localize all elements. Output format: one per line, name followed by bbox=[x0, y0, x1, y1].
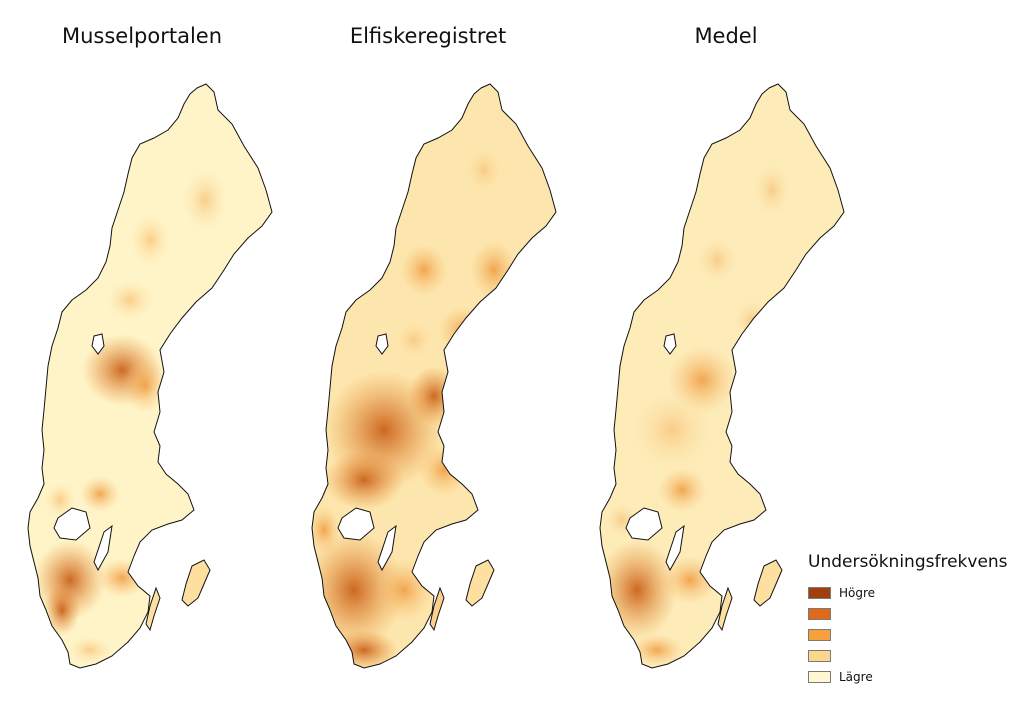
panel-title: Musselportalen bbox=[61, 24, 223, 48]
sweden-map-musselportalen bbox=[27, 83, 273, 669]
legend-label: Lägre bbox=[839, 669, 873, 684]
legend-swatch bbox=[808, 649, 831, 662]
map-panel-medel: Medel bbox=[568, 0, 868, 724]
lake-storsjon bbox=[375, 333, 389, 355]
lake-storsjon bbox=[91, 333, 105, 355]
lake-vanern bbox=[337, 507, 375, 541]
panel-title: Elfiskeregistret bbox=[349, 24, 507, 48]
lake-vanern bbox=[625, 507, 663, 541]
sweden-map-elfiskeregistret bbox=[311, 83, 557, 669]
sweden-map-medel bbox=[599, 83, 845, 669]
panel-title: Medel bbox=[694, 24, 758, 48]
legend-swatch bbox=[808, 670, 831, 683]
legend-swatch bbox=[808, 586, 831, 599]
legend-title: Undersökningsfrekvens bbox=[808, 552, 1008, 572]
legend-label: Högre bbox=[839, 585, 876, 600]
map-panel-elfiskeregistret: Elfiskeregistret bbox=[276, 0, 576, 724]
legend-swatch bbox=[808, 607, 831, 620]
legend-item: Högre bbox=[808, 582, 1018, 603]
lake-vattern bbox=[93, 524, 113, 572]
legend-swatch bbox=[808, 628, 831, 641]
lake-vattern bbox=[377, 524, 397, 572]
legend-item: Lägre bbox=[808, 666, 1018, 687]
lake-storsjon bbox=[663, 333, 677, 355]
map-legend: Undersökningsfrekvens Högre Lägre bbox=[808, 552, 1018, 687]
lake-vattern bbox=[665, 524, 685, 572]
legend-item bbox=[808, 645, 1018, 666]
legend-item bbox=[808, 624, 1018, 645]
legend-item bbox=[808, 603, 1018, 624]
map-panel-musselportalen: Musselportalen bbox=[0, 0, 300, 724]
lake-vanern bbox=[53, 507, 91, 541]
